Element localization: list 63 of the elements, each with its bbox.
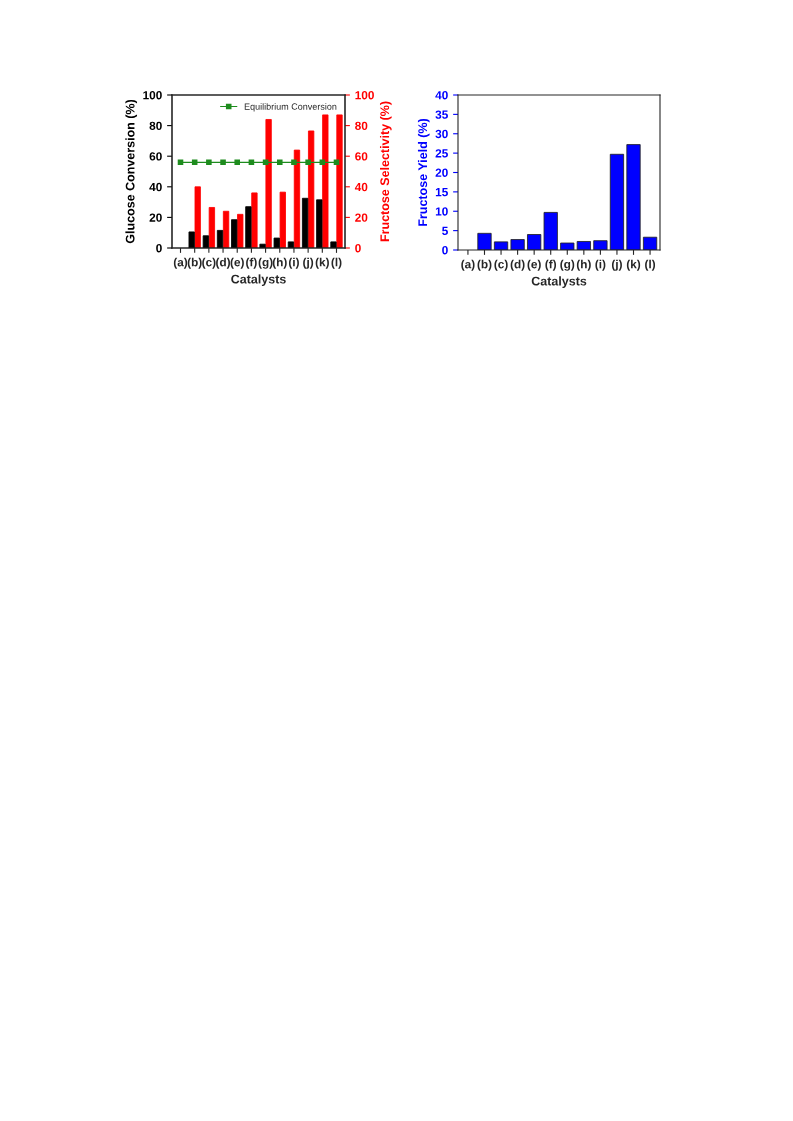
x-tick-label: (k) [315, 257, 329, 269]
x-tick-label: (h) [272, 257, 287, 269]
bar [322, 114, 329, 248]
bar [202, 235, 209, 248]
y2-tick-label: 0 [355, 244, 361, 253]
y2-axis-title: Fructose Selectivity (%) [379, 101, 392, 242]
x-axis-title: Catalysts [531, 276, 587, 288]
bar [336, 114, 343, 248]
y2-tick-label: 100 [355, 91, 374, 100]
y-tick-label: 10 [435, 207, 448, 216]
y-tick-label: 0 [156, 244, 162, 253]
x-tick-label: (f) [545, 259, 557, 271]
x-tick-label: (d) [510, 259, 525, 271]
x-tick-label: (e) [527, 259, 541, 271]
x-tick-label: (i) [288, 257, 299, 269]
x-tick-label: (d) [216, 257, 230, 269]
x-tick-label: (l) [645, 259, 656, 271]
bar [287, 241, 295, 248]
y2-tick-label: 20 [355, 213, 368, 222]
y-tick-label: 5 [442, 226, 448, 236]
legend-label: Equilibrium Conversion [244, 103, 337, 112]
x-tick-label: (a) [173, 257, 188, 269]
x-tick-label: (c) [202, 257, 216, 269]
y-tick-label: 60 [149, 152, 162, 161]
x-tick-label: (b) [477, 259, 492, 271]
x-axis-title: Catalysts [231, 274, 286, 286]
x-tick-label: (c) [494, 259, 508, 271]
bar [265, 119, 272, 248]
y2-tick-label: 40 [354, 182, 368, 192]
y-tick-label: 15 [435, 188, 448, 197]
y-tick-label: 40 [149, 182, 162, 192]
y2-tick-label: 80 [355, 121, 368, 130]
bar [188, 231, 195, 248]
x-tick-label: (i) [595, 259, 606, 271]
x-tick-label: (e) [230, 257, 244, 269]
bar [273, 237, 280, 248]
y-tick-label: 0 [442, 246, 448, 255]
y-tick-label: 20 [435, 168, 448, 177]
bar [330, 241, 337, 248]
x-tick-label: (b) [187, 257, 202, 269]
y-tick-label: 80 [149, 121, 162, 130]
x-tick-label: (j) [303, 257, 314, 269]
bar [194, 186, 201, 248]
x-tick-label: (g) [560, 259, 575, 271]
bar [279, 191, 286, 248]
y-tick-label: 25 [435, 149, 448, 158]
y-axis-title: Fructose Yield (%) [417, 118, 430, 226]
bar [308, 130, 315, 248]
bar [208, 207, 216, 248]
y-tick-label: 30 [435, 129, 448, 139]
y2-tick-label: 60 [355, 152, 368, 161]
x-tick-label: (l) [331, 257, 342, 269]
x-tick-label: (j) [611, 259, 622, 271]
x-tick-label: (g) [258, 257, 273, 269]
x-tick-label: (h) [576, 259, 591, 271]
x-tick-label: (f) [246, 257, 257, 269]
y-tick-label: 20 [149, 213, 162, 222]
x-tick-label: (k) [626, 259, 641, 271]
y-tick-label: 35 [435, 110, 448, 119]
x-tick-label: (a) [461, 259, 475, 271]
y-tick-label: 40 [435, 91, 448, 100]
y-tick-label: 100 [143, 91, 162, 100]
y-axis-title: Glucose Conversion (%) [125, 99, 138, 244]
